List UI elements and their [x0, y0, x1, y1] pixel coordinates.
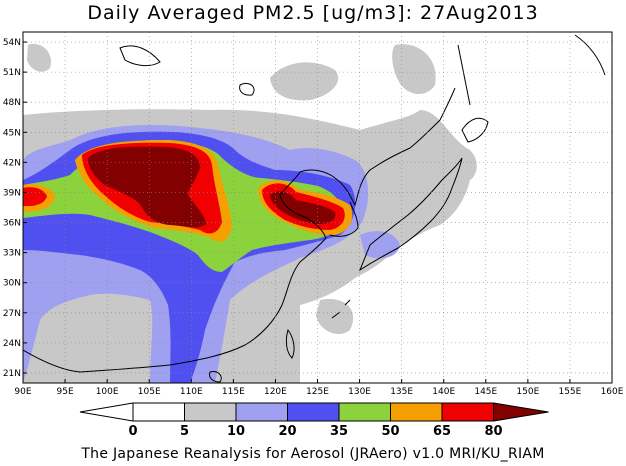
lon-tick-label: 115E — [222, 387, 245, 397]
contour-65-west — [23, 187, 47, 207]
contour-10-east — [360, 231, 400, 259]
lat-tick-label: 39N — [3, 188, 21, 198]
lat-tick-label: 42N — [3, 158, 21, 168]
contour-80-main — [88, 146, 206, 228]
coastline-kamchatka — [574, 34, 606, 76]
coastline-japan-hokkaido — [461, 117, 489, 143]
lat-tick-label: 30N — [3, 279, 21, 289]
lat-tick-label: 27N — [3, 309, 21, 319]
colorbar-box — [287, 402, 340, 422]
lat-tick-label: 48N — [3, 98, 21, 108]
colorbar: 0 5 10 20 35 50 65 80 — [79, 402, 549, 439]
lon-tick-label: 110E — [180, 387, 203, 397]
colorbar-label: 10 — [227, 424, 245, 439]
lon-tick-label: 145E — [474, 387, 497, 397]
coastline-hainan — [209, 371, 222, 383]
colorbar-label: 20 — [278, 424, 296, 439]
colorbar-label: 65 — [433, 424, 451, 439]
lon-tick-label: 105E — [138, 387, 161, 397]
coastline-lake — [239, 82, 255, 96]
colorbar-box — [338, 402, 391, 422]
lon-tick-label: 120E — [264, 387, 287, 397]
credit-line: The Japanese Reanalysis for Aerosol (JRA… — [81, 446, 545, 462]
lon-tick-label: 160E — [601, 387, 624, 397]
lat-tick-label: 36N — [3, 219, 21, 229]
lon-tick-label: 140E — [432, 387, 455, 397]
coastlines — [23, 34, 606, 383]
coastline-taiwan — [285, 328, 295, 359]
pm25-contours — [23, 43, 477, 383]
contour-5-north — [270, 62, 339, 101]
lon-tick-label: 95E — [57, 387, 74, 397]
lon-tick-label: 100E — [96, 387, 119, 397]
map-title: Daily Averaged PM2.5 [ug/m3]: 27Aug2013 — [87, 2, 539, 24]
lat-tick-label: 54N — [3, 38, 21, 48]
coastline-korea — [329, 201, 359, 237]
coastline-ryukyu — [331, 299, 351, 319]
lon-tick-label: 135E — [390, 387, 413, 397]
lon-tick-label: 90E — [14, 387, 31, 397]
colorbar-label: 35 — [330, 424, 348, 439]
lat-tick-label: 51N — [3, 68, 21, 78]
lon-tick-label: 155E — [558, 387, 581, 397]
contour-5-ne — [392, 44, 436, 95]
colorbar-box — [184, 402, 237, 422]
lat-tick-label: 45N — [3, 128, 21, 138]
colorbar-over-triangle — [493, 402, 549, 422]
lon-tick-label: 125E — [306, 387, 329, 397]
lon-tick-label: 150E — [516, 387, 539, 397]
colorbar-label: 0 — [128, 424, 137, 439]
axis-ticks: 90E 95E 100E 105E 110E 115E 120E 125E 130E 135E 14… — [3, 38, 624, 397]
lat-tick-label: 21N — [3, 369, 21, 379]
lat-tick-label: 33N — [3, 249, 21, 259]
colorbar-label: 50 — [381, 424, 399, 439]
lat-tick-label: 24N — [3, 339, 21, 349]
lon-tick-label: 130E — [348, 387, 371, 397]
coastline-north — [119, 45, 161, 67]
colorbar-label: 80 — [484, 424, 502, 439]
colorbar-box — [132, 402, 185, 422]
coastline-asia — [23, 87, 456, 373]
colorbar-box — [441, 402, 494, 422]
contour-80-east — [270, 191, 336, 224]
colorbar-under-triangle — [79, 402, 134, 422]
coastline-sakhalin — [457, 44, 471, 106]
gridlines — [23, 32, 612, 383]
coastline-japan-honshu — [358, 157, 463, 272]
colorbar-box — [235, 402, 288, 422]
contour-5-nw — [27, 43, 51, 72]
colorbar-label: 5 — [180, 424, 189, 439]
colorbar-box — [390, 402, 443, 422]
